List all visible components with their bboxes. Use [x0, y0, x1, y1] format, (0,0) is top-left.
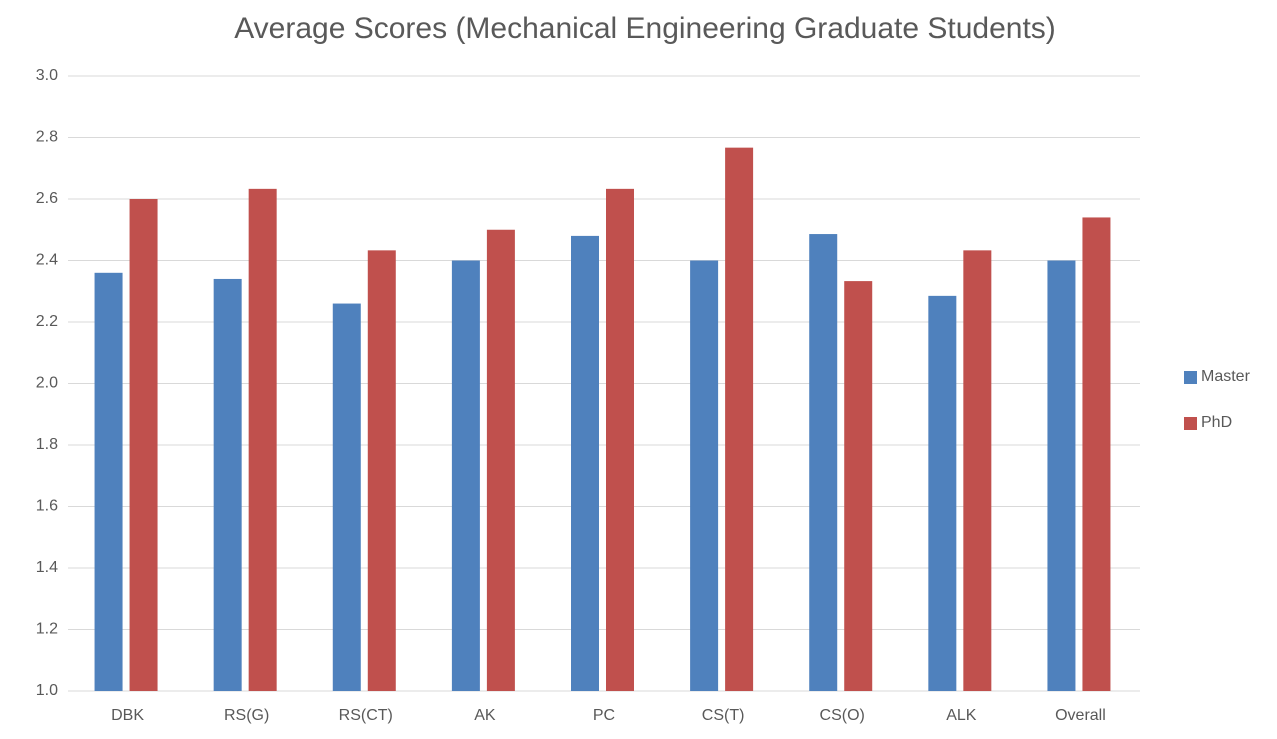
- y-tick-label: 1.2: [36, 621, 58, 638]
- x-tick-label: ALK: [946, 707, 977, 724]
- y-tick-label: 2.4: [36, 252, 58, 269]
- y-tick-label: 3.0: [36, 67, 58, 84]
- x-tick-label: AK: [474, 707, 496, 724]
- bar: [486, 229, 515, 691]
- y-tick-label: 1.6: [36, 498, 58, 515]
- x-tick-label: RS(CT): [339, 707, 393, 724]
- legend-swatch: [1184, 371, 1197, 384]
- y-tick-label: 2.6: [36, 190, 58, 207]
- bar: [606, 188, 634, 692]
- y-tick-label: 2.0: [36, 375, 58, 392]
- x-tick-label: RS(G): [224, 707, 269, 724]
- y-tick-label: 1.0: [36, 682, 58, 699]
- bar: [571, 235, 599, 691]
- legend-label: Master: [1201, 368, 1251, 385]
- bar: [248, 188, 277, 692]
- bar: [963, 250, 992, 692]
- bar: [1082, 217, 1111, 691]
- bar: [367, 250, 396, 692]
- y-tick-label: 1.8: [36, 436, 58, 453]
- chart-title: Average Scores (Mechanical Engineering G…: [234, 12, 1056, 45]
- y-tick-label: 2.2: [36, 313, 58, 330]
- bar: [129, 199, 158, 691]
- y-tick-label: 2.8: [36, 129, 58, 146]
- bar: [690, 260, 719, 691]
- bar: [844, 281, 873, 691]
- x-tick-label: CS(T): [702, 707, 745, 724]
- legend-label: PhD: [1201, 414, 1232, 431]
- x-tick-label: PC: [593, 707, 615, 724]
- legend-swatch: [1184, 417, 1197, 430]
- x-tick-label: DBK: [111, 707, 144, 724]
- bar: [213, 278, 242, 691]
- bar: [928, 295, 957, 691]
- bar: [809, 234, 838, 691]
- x-tick-label: CS(O): [820, 707, 865, 724]
- bar: [1047, 260, 1076, 691]
- y-tick-label: 1.4: [36, 559, 58, 576]
- bar: [332, 303, 361, 691]
- bar: [94, 272, 123, 691]
- x-tick-label: Overall: [1055, 707, 1106, 724]
- bar: [725, 147, 754, 691]
- bar: [451, 260, 480, 691]
